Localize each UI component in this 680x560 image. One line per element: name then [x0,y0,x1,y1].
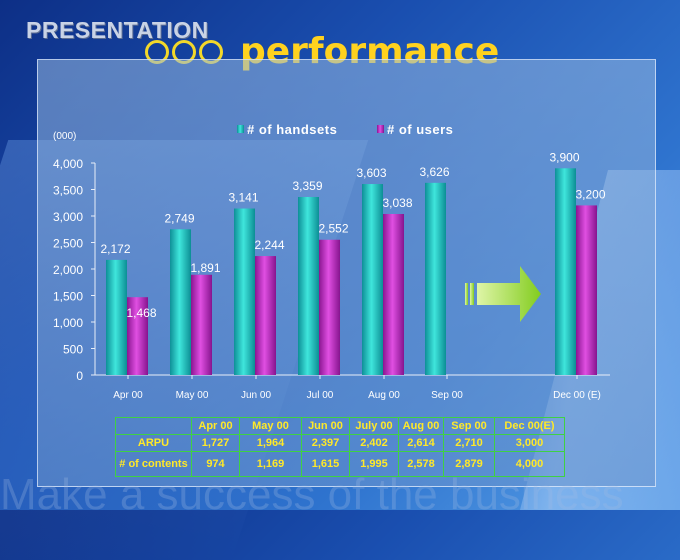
legend-swatch [237,125,244,133]
table-header-cell [115,417,192,435]
table-cell: 1,995 [349,451,399,477]
table-cell: 1,727 [191,434,240,452]
data-label: 3,900 [549,150,579,164]
data-label: 3,141 [228,191,258,205]
y-tick-label: 3,000 [53,210,83,224]
bar-users [255,256,276,375]
table-cell: 2,710 [443,434,495,452]
table-cell: 974 [191,451,240,477]
table-header-cell: July 00 [349,417,399,435]
data-label: 3,603 [356,166,386,180]
table-header-cell: Aug 00 [398,417,444,435]
chart-panel [37,59,656,487]
table-header-cell: Sep 00 [443,417,495,435]
stats-table: Apr 00 May 00 Jun 00 July 00 Aug 00 Sep … [115,417,565,477]
y-tick-label: 3,500 [53,184,83,198]
bar-handsets [555,168,576,375]
y-unit-label: (000) [53,131,76,142]
x-tick-label: May 00 [176,390,209,401]
table-header-cell: Dec 00(E) [494,417,565,435]
table-header-cell: Apr 00 [191,417,240,435]
data-label: 1,891 [190,261,220,275]
table-header-cell: Jun 00 [301,417,350,435]
data-label: 3,038 [382,196,412,210]
table-header-cell: May 00 [239,417,302,435]
x-tick-label: Jul 00 [307,390,334,401]
data-label: 3,200 [575,187,605,201]
table-cell: 1,169 [239,451,302,477]
row-label: # of contents [115,451,192,477]
bar-chart: 0 500 1,000 1,500 2,000 2,500 3,000 3,500 4,000 A… [53,122,610,401]
data-label: 1,468 [126,306,156,320]
x-tick-label: Jun 00 [241,390,271,401]
table-cell: 1,964 [239,434,302,452]
table-header-row: Apr 00 May 00 Jun 00 July 00 Aug 00 Sep … [115,417,565,435]
data-label: 3,359 [292,179,322,193]
data-label: 2,749 [164,211,194,225]
arrow-right-icon [465,266,541,322]
table-row: # of contents 974 1,169 1,615 1,995 2,57… [115,451,565,477]
table-cell: 2,397 [301,434,350,452]
y-tick-label: 4,000 [53,157,83,171]
data-label: 2,244 [254,238,284,252]
bar-users [191,274,212,375]
bar-handsets [298,196,319,375]
x-tick-label: Aug 00 [368,390,400,401]
table-cell: 2,578 [398,451,444,477]
x-tick-label: Apr 00 [113,390,143,401]
bar-handsets [170,229,191,375]
legend-swatch [377,125,384,133]
table-cell: 4,000 [494,451,565,477]
data-label: 2,172 [100,242,130,256]
bar-handsets [234,208,255,375]
y-tick-label: 500 [63,343,83,357]
x-tick-label: Sep 00 [431,390,463,401]
y-tick-label: 2,000 [53,263,83,277]
bar-users [383,213,404,375]
table-row: ARPU 1,727 1,964 2,397 2,402 2,614 2,710… [115,434,565,452]
legend-label: # of handsets [247,122,337,137]
data-label: 3,626 [419,165,449,179]
bar-users [319,239,340,375]
legend-label: # of users [387,122,453,137]
watermark-text: Make a success of the business [0,470,624,519]
table-cell: 2,879 [443,451,495,477]
y-tick-label: 1,000 [53,316,83,330]
bar-users [576,205,597,375]
x-tick-label: Dec 00 (E) [553,390,601,401]
y-tick-label: 2,500 [53,237,83,251]
row-label: ARPU [115,434,192,452]
bar-users [127,297,148,375]
brand-logo-text: PRESENTATION [26,17,209,43]
y-tick-label: 1,500 [53,290,83,304]
table-cell: 3,000 [494,434,565,452]
bar-handsets [106,259,127,375]
bar-handsets [362,184,383,375]
table-cell: 2,614 [398,434,444,452]
data-label: 2,552 [318,222,348,236]
bar-handsets [425,182,446,375]
table-cell: 2,402 [349,434,399,452]
y-tick-label: 0 [76,369,83,383]
